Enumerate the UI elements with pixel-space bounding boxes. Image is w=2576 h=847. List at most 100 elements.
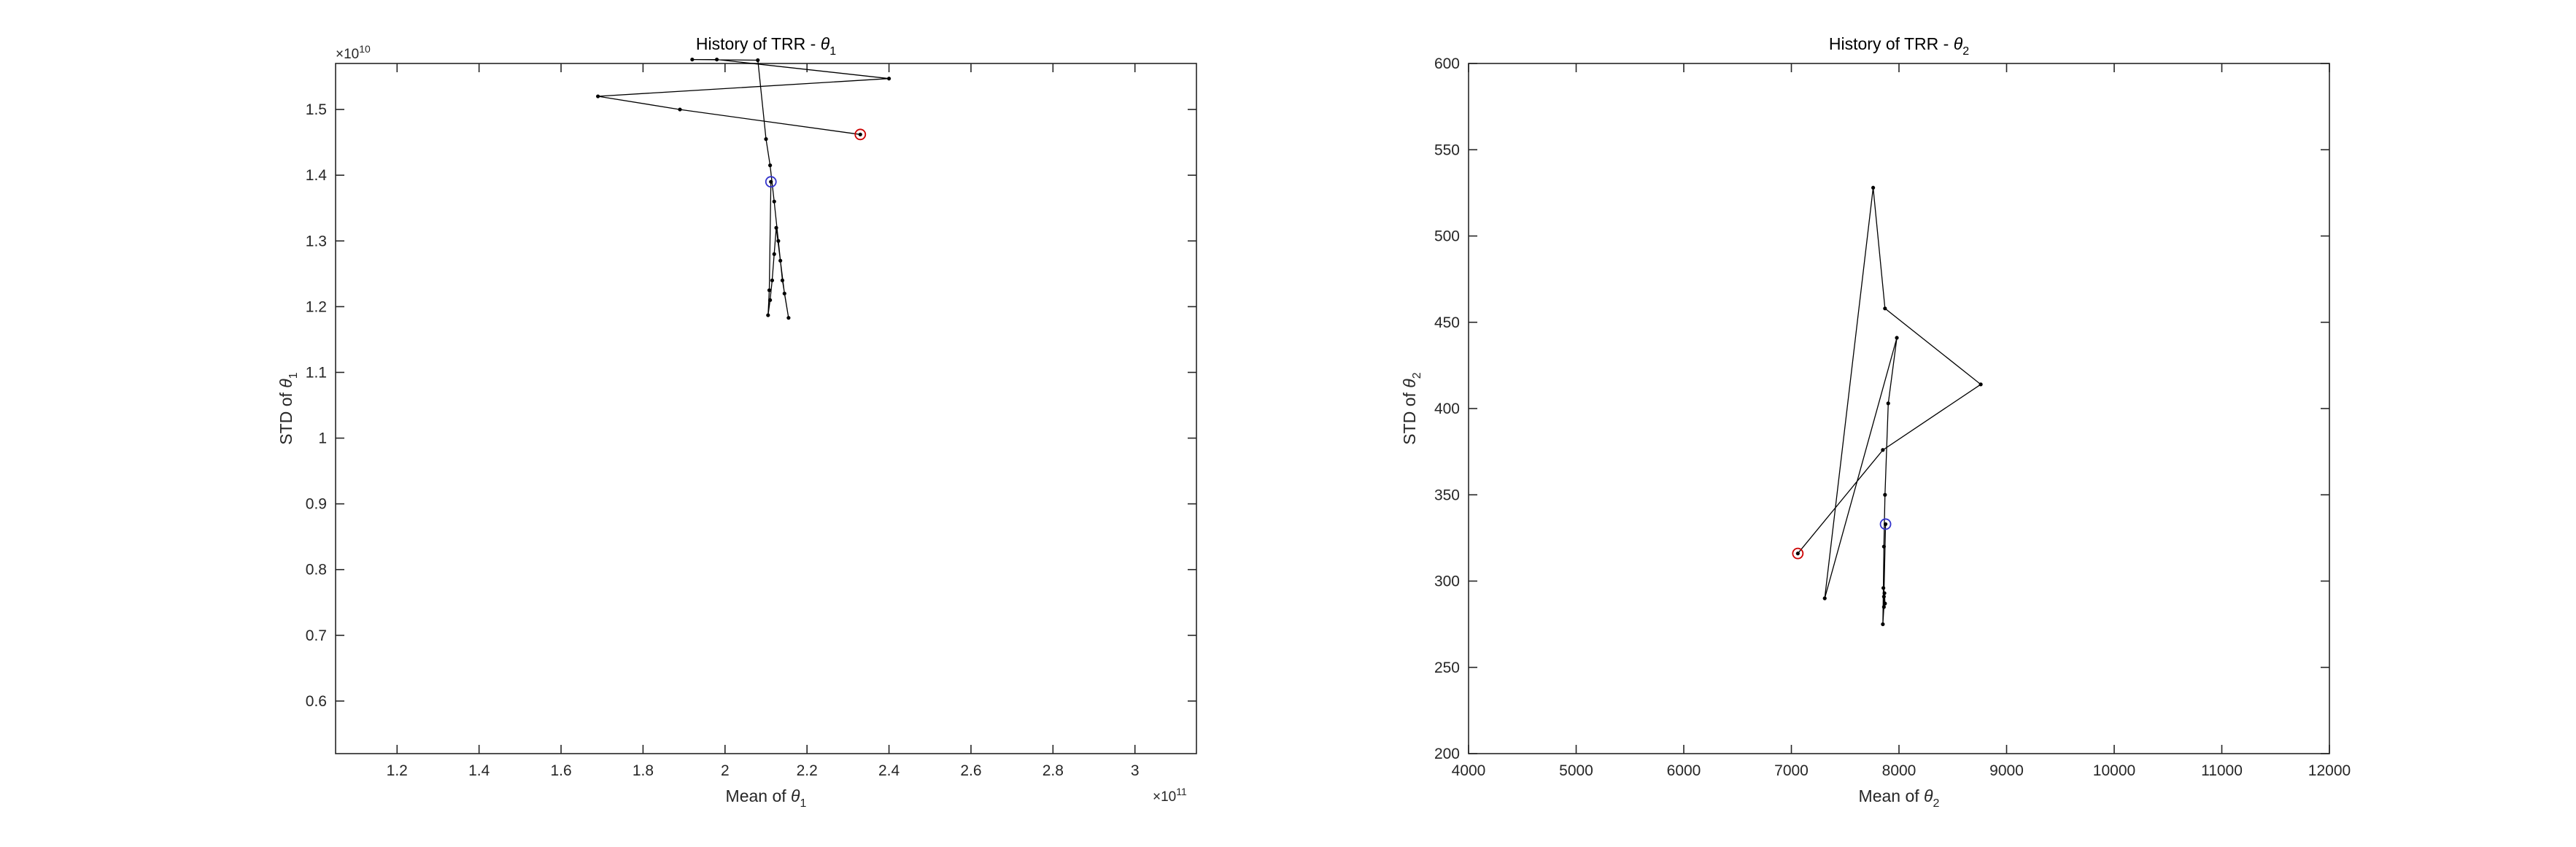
y-ticks-theta2: 200 250 300 350 400 450 500 550 600 <box>1434 55 2329 762</box>
y-tick-label: 1.2 <box>306 298 327 315</box>
data-point <box>776 239 781 243</box>
trajectory-line <box>597 58 889 318</box>
x-tick-label: 7000 <box>1774 762 1809 779</box>
x-tick-label: 10000 <box>2093 762 2135 779</box>
data-point <box>1883 306 1887 311</box>
data-point <box>1881 595 1886 599</box>
chart-theta2: 4000 5000 6000 7000 8000 9000 10000 11000 12000 … <box>1400 34 2351 810</box>
y-tick-label: 550 <box>1434 142 1460 158</box>
data-point <box>858 132 862 136</box>
data-point <box>1882 591 1887 595</box>
x-tick-label: 8000 <box>1882 762 1916 779</box>
data-point <box>1795 552 1800 556</box>
x-tick-label: 2.8 <box>1043 762 1064 779</box>
data-point <box>1881 586 1886 590</box>
y-tick-label: 1 <box>318 430 327 447</box>
start-marker <box>1792 547 1804 560</box>
y-tick-label: 0.6 <box>306 693 327 710</box>
data-point <box>1883 522 1888 527</box>
end-marker <box>1879 518 1892 530</box>
y-tick-label: 1.4 <box>306 167 328 184</box>
data-point <box>1871 185 1876 190</box>
data-point <box>768 163 773 168</box>
data-point <box>767 288 772 293</box>
x-tick-label: 4000 <box>1452 762 1486 779</box>
y-tick-label: 1.1 <box>306 364 327 381</box>
trajectory-theta2 <box>1792 185 1983 627</box>
x-tick-label: 1.2 <box>387 762 408 779</box>
chart-title-theta1: History of TRR - θ1 <box>696 34 836 58</box>
x-tick-label: 2 <box>721 762 730 779</box>
x-tick-label: 1.4 <box>468 762 490 779</box>
x-ticks-theta2: 4000 5000 6000 7000 8000 9000 10000 11000 12000 <box>1452 63 2351 779</box>
x-tick-label: 2.6 <box>960 762 981 779</box>
x-tick-label: 1.6 <box>550 762 571 779</box>
y-tick-label: 0.7 <box>306 627 327 644</box>
x-axis-label-theta1: Mean of θ1 <box>726 786 807 810</box>
plot-area-theta1 <box>335 63 1197 754</box>
end-marker <box>765 176 777 188</box>
y-tick-label: 250 <box>1434 660 1460 676</box>
data-point <box>772 199 776 204</box>
data-point <box>782 291 786 295</box>
data-point <box>1895 336 1899 340</box>
x-tick-label: 2.4 <box>878 762 900 779</box>
x-tick-label: 12000 <box>2308 762 2351 779</box>
x-tick-label: 5000 <box>1559 762 1593 779</box>
y-tick-label: 300 <box>1434 573 1460 590</box>
y-tick-label: 1.3 <box>306 233 327 250</box>
data-point <box>774 225 778 230</box>
x-tick-label: 2.2 <box>797 762 818 779</box>
data-point <box>1881 448 1885 452</box>
data-point <box>772 252 776 256</box>
data-point <box>1883 492 1887 497</box>
x-tick-label: 3 <box>1131 762 1140 779</box>
data-point <box>778 258 783 263</box>
x-tick-label: 11000 <box>2201 762 2243 779</box>
y-tick-label: 450 <box>1434 314 1460 331</box>
data-point <box>1883 601 1887 606</box>
data-point <box>766 313 770 317</box>
data-point <box>678 107 682 112</box>
x-tick-label: 1.8 <box>633 762 654 779</box>
x-tick-label: 9000 <box>1989 762 2024 779</box>
data-point <box>769 179 773 184</box>
data-point <box>1822 596 1827 600</box>
data-point <box>780 278 785 282</box>
data-point <box>1881 544 1886 549</box>
data-point <box>786 316 791 320</box>
x-tick-label: 6000 <box>1667 762 1701 779</box>
x-ticks-theta1: 1.2 1.4 1.6 1.8 2 2.2 2.4 2.6 2.8 3 <box>387 63 1140 779</box>
trajectory-theta1 <box>596 57 891 320</box>
data-point <box>690 57 695 62</box>
y-tick-label: 0.9 <box>306 496 327 513</box>
y-tick-label: 0.8 <box>306 562 327 579</box>
y-tick-label: 200 <box>1434 746 1460 762</box>
y-axis-label-theta1: STD of θ1 <box>276 372 300 444</box>
y-tick-label: 1.5 <box>306 101 327 118</box>
data-point <box>768 298 773 302</box>
data-point <box>1886 401 1890 406</box>
y-tick-label: 500 <box>1434 228 1460 245</box>
y-exponent-label-theta1: ×1010 <box>336 43 371 62</box>
data-point <box>886 77 891 81</box>
data-point <box>764 137 768 142</box>
data-point <box>770 278 775 282</box>
plot-area-theta2 <box>1468 63 2330 754</box>
trajectory-line <box>1797 187 1982 624</box>
x-exponent-label-theta1: ×1011 <box>1153 786 1187 805</box>
y-axis-label-theta2: STD of θ2 <box>1400 372 1423 444</box>
chart-title-theta2: History of TRR - θ2 <box>1829 34 1969 58</box>
data-point <box>596 94 600 98</box>
start-marker <box>854 128 867 141</box>
x-axis-label-theta2: Mean of θ2 <box>1859 786 1940 810</box>
y-tick-label: 350 <box>1434 487 1460 503</box>
data-point <box>1881 605 1886 609</box>
y-tick-label: 400 <box>1434 401 1460 417</box>
data-point <box>756 58 760 63</box>
data-point <box>1881 622 1885 627</box>
data-point <box>714 57 719 62</box>
chart-theta1: 1.2 1.4 1.6 1.8 2 2.2 2.4 2.6 2.8 3 0.6 0.7 0.8 0.9 1… <box>276 34 1197 810</box>
y-tick-label: 600 <box>1434 55 1460 72</box>
